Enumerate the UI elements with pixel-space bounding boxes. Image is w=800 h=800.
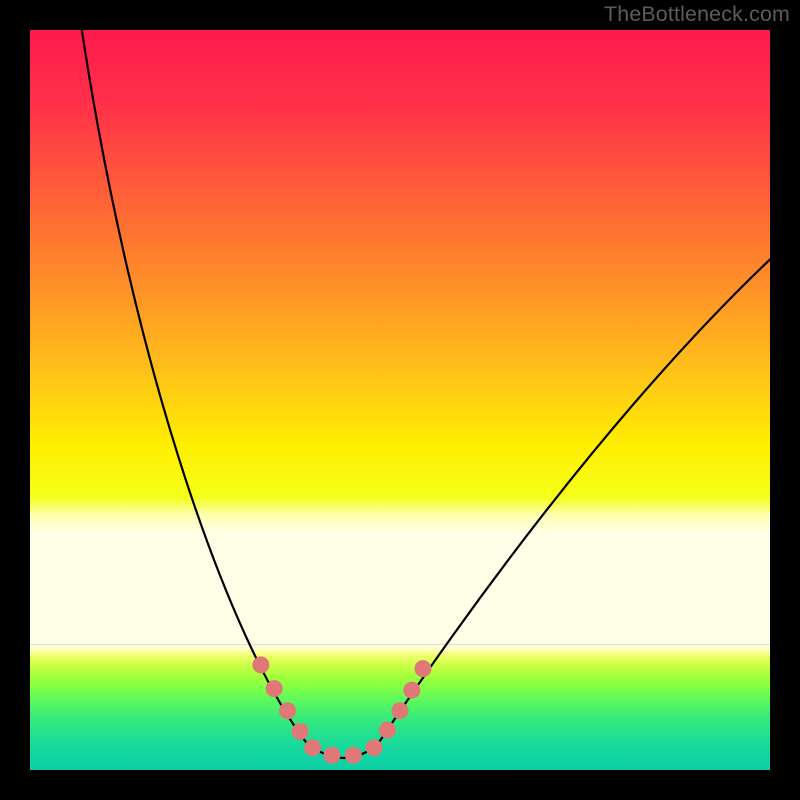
curve-dot xyxy=(252,656,269,673)
plot-background-gradient xyxy=(30,30,770,644)
curve-dot xyxy=(366,739,383,756)
watermark-text: TheBottleneck.com xyxy=(604,2,790,27)
curve-dot xyxy=(323,747,340,764)
curve-dot xyxy=(345,747,362,764)
curve-dot xyxy=(279,702,296,719)
bottleneck-chart xyxy=(0,0,800,800)
curve-dot xyxy=(403,682,420,699)
curve-dot xyxy=(292,723,309,740)
stage: TheBottleneck.com xyxy=(0,0,800,800)
curve-dot xyxy=(392,702,409,719)
curve-dot xyxy=(414,660,431,677)
curve-dot xyxy=(379,722,396,739)
curve-dot xyxy=(266,680,283,697)
curve-dot xyxy=(304,739,321,756)
